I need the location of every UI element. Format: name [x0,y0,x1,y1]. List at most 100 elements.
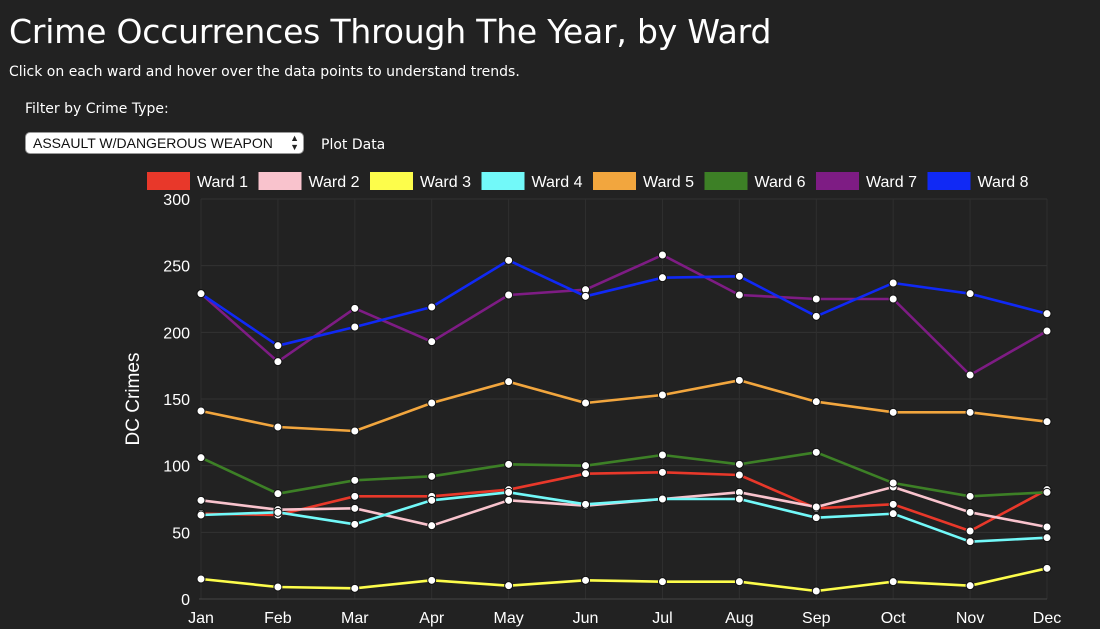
series-line-ward-6[interactable] [200,451,1048,498]
data-point[interactable] [734,459,744,469]
legend-item-ward-3[interactable]: Ward 3 [370,172,471,191]
legend-item-ward-7[interactable]: Ward 7 [816,172,917,191]
data-point[interactable] [657,450,667,460]
data-point[interactable] [581,398,591,408]
data-point[interactable] [350,303,360,313]
legend-item-ward-6[interactable]: Ward 6 [704,172,806,191]
data-point[interactable] [811,447,821,457]
data-point[interactable] [273,582,283,592]
data-point[interactable] [888,294,898,304]
data-point[interactable] [1042,417,1052,427]
data-point[interactable] [196,453,206,463]
series-line-ward-4[interactable] [200,491,1048,543]
data-point[interactable] [888,407,898,417]
data-point[interactable] [427,575,437,585]
data-point[interactable] [350,503,360,513]
data-point[interactable] [581,499,591,509]
data-point[interactable] [888,509,898,519]
series-line-ward-8[interactable] [200,259,1048,347]
data-point[interactable] [965,507,975,517]
legend-item-ward-1[interactable]: Ward 1 [147,172,248,191]
data-point[interactable] [350,426,360,436]
data-point[interactable] [888,577,898,587]
data-point[interactable] [196,510,206,520]
legend-item-ward-8[interactable]: Ward 8 [927,172,1029,191]
data-point[interactable] [965,370,975,380]
data-point[interactable] [196,406,206,416]
data-point[interactable] [888,499,898,509]
data-point[interactable] [196,574,206,584]
data-point[interactable] [350,583,360,593]
data-point[interactable] [811,502,821,512]
series-line-ward-7[interactable] [200,253,1048,377]
data-point[interactable] [350,491,360,501]
data-point[interactable] [734,577,744,587]
legend-item-ward-5[interactable]: Ward 5 [593,172,694,191]
series-line-ward-1[interactable] [200,471,1048,533]
legend-item-ward-4[interactable]: Ward 4 [481,172,583,191]
data-point[interactable] [1042,522,1052,532]
data-point[interactable] [427,337,437,347]
data-point[interactable] [657,390,667,400]
data-point[interactable] [811,397,821,407]
data-point[interactable] [734,271,744,281]
data-point[interactable] [811,586,821,596]
data-point[interactable] [734,494,744,504]
data-point[interactable] [427,398,437,408]
series-line-ward-3[interactable] [200,567,1048,593]
data-point[interactable] [1042,309,1052,319]
data-point[interactable] [427,302,437,312]
data-point[interactable] [504,255,514,265]
legend-item-ward-2[interactable]: Ward 2 [258,172,360,191]
data-point[interactable] [504,487,514,497]
data-point[interactable] [504,581,514,591]
data-point[interactable] [888,478,898,488]
data-point[interactable] [965,289,975,299]
data-point[interactable] [734,375,744,385]
data-point[interactable] [811,294,821,304]
data-point[interactable] [965,526,975,536]
data-point[interactable] [504,377,514,387]
plot-data-button[interactable]: Plot Data [321,137,386,153]
data-point[interactable] [196,495,206,505]
data-point[interactable] [657,577,667,587]
data-point[interactable] [965,581,975,591]
data-point[interactable] [657,250,667,260]
data-point[interactable] [734,470,744,480]
data-point[interactable] [734,290,744,300]
data-point[interactable] [581,469,591,479]
data-point[interactable] [1042,326,1052,336]
data-point[interactable] [273,341,283,351]
data-point[interactable] [657,467,667,477]
data-point[interactable] [427,471,437,481]
data-point[interactable] [350,519,360,529]
data-point[interactable] [581,575,591,585]
data-point[interactable] [965,491,975,501]
data-point[interactable] [273,422,283,432]
data-point[interactable] [888,278,898,288]
data-point[interactable] [273,507,283,517]
crime-type-select[interactable]: ASSAULT W/DANGEROUS WEAPON ▲ ▼ [25,132,304,154]
data-point[interactable] [811,311,821,321]
data-point[interactable] [196,289,206,299]
data-point[interactable] [657,273,667,283]
data-point[interactable] [1042,487,1052,497]
data-point[interactable] [350,322,360,332]
series-line-ward-5[interactable] [200,379,1048,433]
data-point[interactable] [504,495,514,505]
data-point[interactable] [350,475,360,485]
data-point[interactable] [427,521,437,531]
data-point[interactable] [965,407,975,417]
data-point[interactable] [581,291,591,301]
data-point[interactable] [427,495,437,505]
data-point[interactable] [1042,563,1052,573]
data-point[interactable] [581,461,591,471]
data-point[interactable] [1042,533,1052,543]
data-point[interactable] [273,489,283,499]
data-point[interactable] [504,290,514,300]
data-point[interactable] [811,513,821,523]
data-point[interactable] [273,357,283,367]
data-point[interactable] [965,537,975,547]
data-point[interactable] [657,494,667,504]
data-point[interactable] [504,459,514,469]
